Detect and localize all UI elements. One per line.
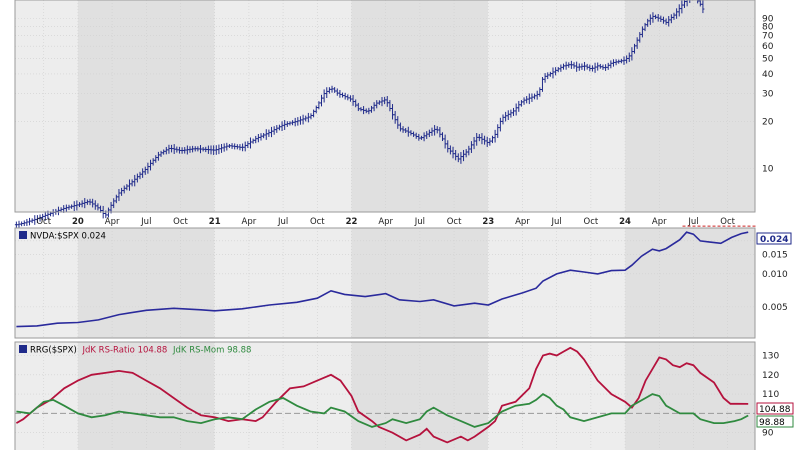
rrg-ratio-last-value-badge: 104.88 xyxy=(756,402,794,415)
rs-panel-frame xyxy=(14,227,756,339)
rs-momentum-line xyxy=(16,393,749,428)
rs-legend-swatch xyxy=(19,231,27,239)
y-tick-label: 70 xyxy=(762,32,774,42)
year-band xyxy=(625,0,755,212)
x-tick-label: Oct xyxy=(720,217,735,227)
y-tick-label: 50 xyxy=(762,55,774,65)
rrg-ratio-last-value-box xyxy=(756,402,794,415)
rs-legend: NVDA:$SPX 0.024 xyxy=(19,231,106,242)
y-tick-label: 110 xyxy=(762,390,779,400)
year-band xyxy=(15,342,78,452)
rrg-legend: RRG($SPX) JdK RS-Ratio 104.88 JdK RS-Mom… xyxy=(19,345,251,356)
rs-last-value: 0.024 xyxy=(760,235,788,245)
year-band xyxy=(15,228,78,338)
rrg-y-tick-labels: 90 110 120 130 xyxy=(762,352,779,439)
y-tick-label: 10 xyxy=(762,165,774,175)
rrg-legend-text: RRG($SPX) JdK RS-Ratio 104.88 JdK RS-Mom… xyxy=(30,346,251,356)
rs-gridlines xyxy=(15,225,757,338)
rs-last-value-box xyxy=(756,232,792,245)
y-tick-label: 60 xyxy=(762,42,774,52)
x-tick-label: Oct xyxy=(36,217,51,227)
y-tick-label: 0.005 xyxy=(762,303,788,313)
x-tick-label: 21 xyxy=(209,217,221,227)
rrg-legend-ratio: JdK RS-Ratio 104.88 xyxy=(82,346,168,356)
rs-last-value-badge: 0.024 xyxy=(756,232,792,245)
price-gridlines xyxy=(15,0,755,212)
y-tick-label: 80 xyxy=(762,23,774,33)
price-panel-frame xyxy=(14,0,756,213)
x-tick-label: 23 xyxy=(482,217,494,227)
year-band xyxy=(625,228,755,338)
x-tick-label: Jul xyxy=(687,217,698,227)
x-tick-label: Apr xyxy=(242,217,257,227)
x-tick-label: Oct xyxy=(584,217,599,227)
price-year-bands xyxy=(15,0,755,212)
y-tick-label: 20 xyxy=(762,117,774,127)
rrg-legend-swatch xyxy=(19,345,27,353)
x-tick-label: 20 xyxy=(72,217,84,227)
rs-ratio-line xyxy=(15,346,749,444)
rrg-mom-last-value-badge: 98.88 xyxy=(756,415,794,428)
y-tick-label: 90 xyxy=(762,429,774,439)
y-tick-label: 90 xyxy=(762,15,774,25)
rrg-year-bands xyxy=(15,342,755,452)
y-tick-label: 120 xyxy=(762,371,779,381)
rs-year-bands xyxy=(15,228,755,338)
rrg-mom-last-value: 98.88 xyxy=(759,418,785,428)
y-tick-label: 40 xyxy=(762,70,774,80)
price-bars xyxy=(14,0,705,229)
x-tick-label: 22 xyxy=(346,217,358,227)
x-tick-label: Apr xyxy=(378,217,393,227)
x-tick-label: Oct xyxy=(310,217,325,227)
x-tick-label: Jul xyxy=(551,217,562,227)
rrg-mom-last-value-box xyxy=(756,415,794,428)
x-tick-label: Jul xyxy=(140,217,151,227)
year-band xyxy=(15,0,78,212)
rs-line xyxy=(16,231,749,328)
rrg-legend-prefix: RRG($SPX) xyxy=(30,346,77,356)
x-tick-label: Oct xyxy=(447,217,462,227)
price-x-tick-labels: Oct 20 Apr Jul Oct 21 Apr Jul Oct 22 Apr Jul Oct 23 Ap… xyxy=(36,217,735,227)
y-tick-label: 0.010 xyxy=(762,270,788,280)
x-tick-label: Apr xyxy=(105,217,120,227)
y-tick-label: 130 xyxy=(762,352,779,362)
y-tick-label: 0.015 xyxy=(762,251,788,261)
x-tick-label: Jul xyxy=(277,217,288,227)
x-tick-label: Apr xyxy=(652,217,667,227)
rs-legend-text: NVDA:$SPX 0.024 xyxy=(30,232,106,242)
rrg-legend-mom: JdK RS-Mom 98.88 xyxy=(172,346,251,356)
x-tick-label: Jul xyxy=(414,217,425,227)
x-tick-label: Oct xyxy=(173,217,188,227)
year-band xyxy=(625,342,755,452)
x-tick-label: 24 xyxy=(619,217,631,227)
rrg-ratio-last-value: 104.88 xyxy=(759,405,791,415)
y-tick-label: 30 xyxy=(762,90,774,100)
rrg-panel: 90 110 120 130 RRG($SPX) JdK RS-Ratio 104.8… xyxy=(14,341,794,453)
x-tick-label: Apr xyxy=(515,217,530,227)
